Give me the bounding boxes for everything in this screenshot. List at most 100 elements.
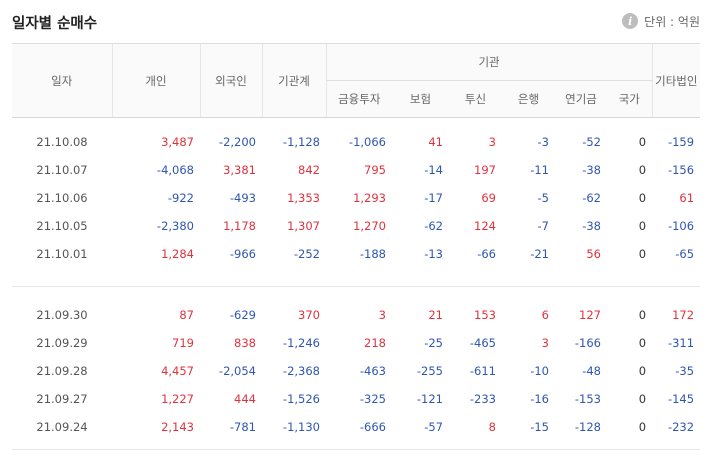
daily-net-buying-table: 일자 개인 외국인 기관계 기관 기타법인 금융투자 보험 투신 은행 연기금 … xyxy=(12,43,701,450)
cell-institution-total: 1,353 xyxy=(287,191,320,205)
cell-insurance: -57 xyxy=(424,420,443,434)
cell-bank: -7 xyxy=(537,219,549,233)
cell-other-corp: -311 xyxy=(667,336,695,350)
cell-foreign: -2,054 xyxy=(218,364,256,378)
cell-individual: 1,284 xyxy=(161,247,194,261)
cell-investment-trust: -611 xyxy=(469,364,496,378)
cell-bank: -11 xyxy=(530,163,549,177)
cell-pension: -38 xyxy=(582,219,601,233)
cell-state: 0 xyxy=(638,163,647,177)
cell-financial-investment: -188 xyxy=(359,247,386,261)
col-financial-investment: 금융투자 xyxy=(325,80,392,118)
cell-insurance: -255 xyxy=(416,364,443,378)
table-row: 21.10.05 -2,380 1,178 1,307 1,270 -62 124 -7 -38… xyxy=(12,212,700,240)
col-foreign: 외국인 xyxy=(200,43,263,118)
cell-financial-investment: -1,066 xyxy=(348,135,386,149)
cell-foreign: 3,381 xyxy=(223,163,256,177)
table-row: 21.09.27 1,227 444 -1,526 -325 -121 -233 -16 -15… xyxy=(12,385,700,413)
col-other-corp: 기타법인 xyxy=(652,43,701,118)
cell-investment-trust: 8 xyxy=(488,420,496,434)
spacer-cell xyxy=(12,286,701,301)
cell-financial-investment: 1,293 xyxy=(353,191,386,205)
cell-financial-investment: -325 xyxy=(359,392,386,406)
cell-investment-trust: -66 xyxy=(477,247,496,261)
cell-investment-trust: 69 xyxy=(481,191,496,205)
row-spacer xyxy=(12,441,701,450)
cell-institution-total: -252 xyxy=(293,247,320,261)
unit-label: 단위 : 억원 xyxy=(644,14,700,29)
col-institution-total: 기관계 xyxy=(262,43,326,118)
col-bank: 은행 xyxy=(502,80,555,118)
cell-state: 0 xyxy=(638,191,647,205)
cell-bank: 6 xyxy=(541,308,549,322)
cell-insurance: -14 xyxy=(424,163,443,177)
col-investment-trust: 투신 xyxy=(449,80,502,118)
cell-pension: -128 xyxy=(574,420,601,434)
cell-individual: -2,380 xyxy=(156,219,194,233)
cell-bank: -5 xyxy=(537,191,549,205)
unit-info: i 단위 : 억원 xyxy=(622,10,700,32)
table-row: 21.09.30 87 -629 370 3 21 153 6 127 0 172 xyxy=(12,301,700,329)
cell-foreign: -966 xyxy=(229,247,256,261)
col-individual: 개인 xyxy=(112,43,201,118)
info-icon[interactable]: i xyxy=(622,13,639,29)
cell-institution-total: 842 xyxy=(298,163,320,177)
cell-pension: 56 xyxy=(586,247,601,261)
cell-other-corp: -156 xyxy=(667,163,695,177)
cell-institution-total: 1,307 xyxy=(287,219,320,233)
cell-investment-trust: 124 xyxy=(474,219,496,233)
col-state: 국가 xyxy=(607,80,653,118)
cell-foreign: -2,200 xyxy=(218,135,256,149)
cell-date: 21.09.30 xyxy=(36,308,88,322)
cell-institution-total: -1,526 xyxy=(282,392,320,406)
cell-state: 0 xyxy=(638,420,647,434)
section-title: 일자별 순매수 xyxy=(12,16,98,32)
cell-state: 0 xyxy=(638,364,647,378)
cell-investment-trust: 197 xyxy=(474,163,496,177)
cell-bank: -10 xyxy=(530,364,549,378)
cell-individual: 3,487 xyxy=(161,135,194,149)
cell-date: 21.10.05 xyxy=(36,219,88,233)
cell-foreign: -781 xyxy=(229,420,256,434)
cell-pension: -52 xyxy=(582,135,601,149)
cell-state: 0 xyxy=(638,247,647,261)
cell-investment-trust: -233 xyxy=(469,392,496,406)
cell-pension: -62 xyxy=(582,191,601,205)
cell-individual: -922 xyxy=(167,191,194,205)
col-pension: 연기금 xyxy=(555,80,607,118)
cell-date: 21.09.24 xyxy=(36,420,88,434)
cell-pension: -48 xyxy=(582,364,601,378)
cell-bank: -3 xyxy=(537,135,549,149)
cell-other-corp: -159 xyxy=(667,135,695,149)
cell-institution-total: -2,368 xyxy=(282,364,320,378)
cell-insurance: -121 xyxy=(416,392,443,406)
cell-other-corp: -106 xyxy=(667,219,695,233)
cell-individual: 1,227 xyxy=(161,392,194,406)
cell-date: 21.10.08 xyxy=(36,135,88,149)
cell-foreign: -493 xyxy=(229,191,256,205)
row-spacer xyxy=(12,286,701,301)
cell-state: 0 xyxy=(638,308,647,322)
cell-state: 0 xyxy=(638,392,647,406)
col-group-institution: 기관 xyxy=(325,43,653,81)
cell-date: 21.10.01 xyxy=(36,247,88,261)
table-row: 21.10.01 1,284 -966 -252 -188 -13 -66 -21 56 0 -65 xyxy=(12,240,700,268)
table-body: 21.10.08 3,487 -2,200 -1,128 -1,066 41 3 -3 -52 0… xyxy=(12,118,701,450)
cell-foreign: 444 xyxy=(234,392,256,406)
spacer-cell xyxy=(12,118,700,129)
cell-financial-investment: 795 xyxy=(364,163,386,177)
cell-bank: 3 xyxy=(541,336,549,350)
cell-state: 0 xyxy=(638,219,647,233)
cell-bank: -21 xyxy=(530,247,549,261)
cell-foreign: -629 xyxy=(229,308,256,322)
cell-investment-trust: 3 xyxy=(488,135,496,149)
cell-insurance: 41 xyxy=(428,135,443,149)
cell-pension: -166 xyxy=(574,336,601,350)
cell-other-corp: 172 xyxy=(672,308,695,322)
cell-date: 21.10.07 xyxy=(36,163,88,177)
cell-insurance: -62 xyxy=(424,219,443,233)
cell-bank: -15 xyxy=(530,420,549,434)
cell-other-corp: -232 xyxy=(667,420,695,434)
cell-financial-investment: -463 xyxy=(359,364,386,378)
spacer-cell xyxy=(12,441,701,450)
